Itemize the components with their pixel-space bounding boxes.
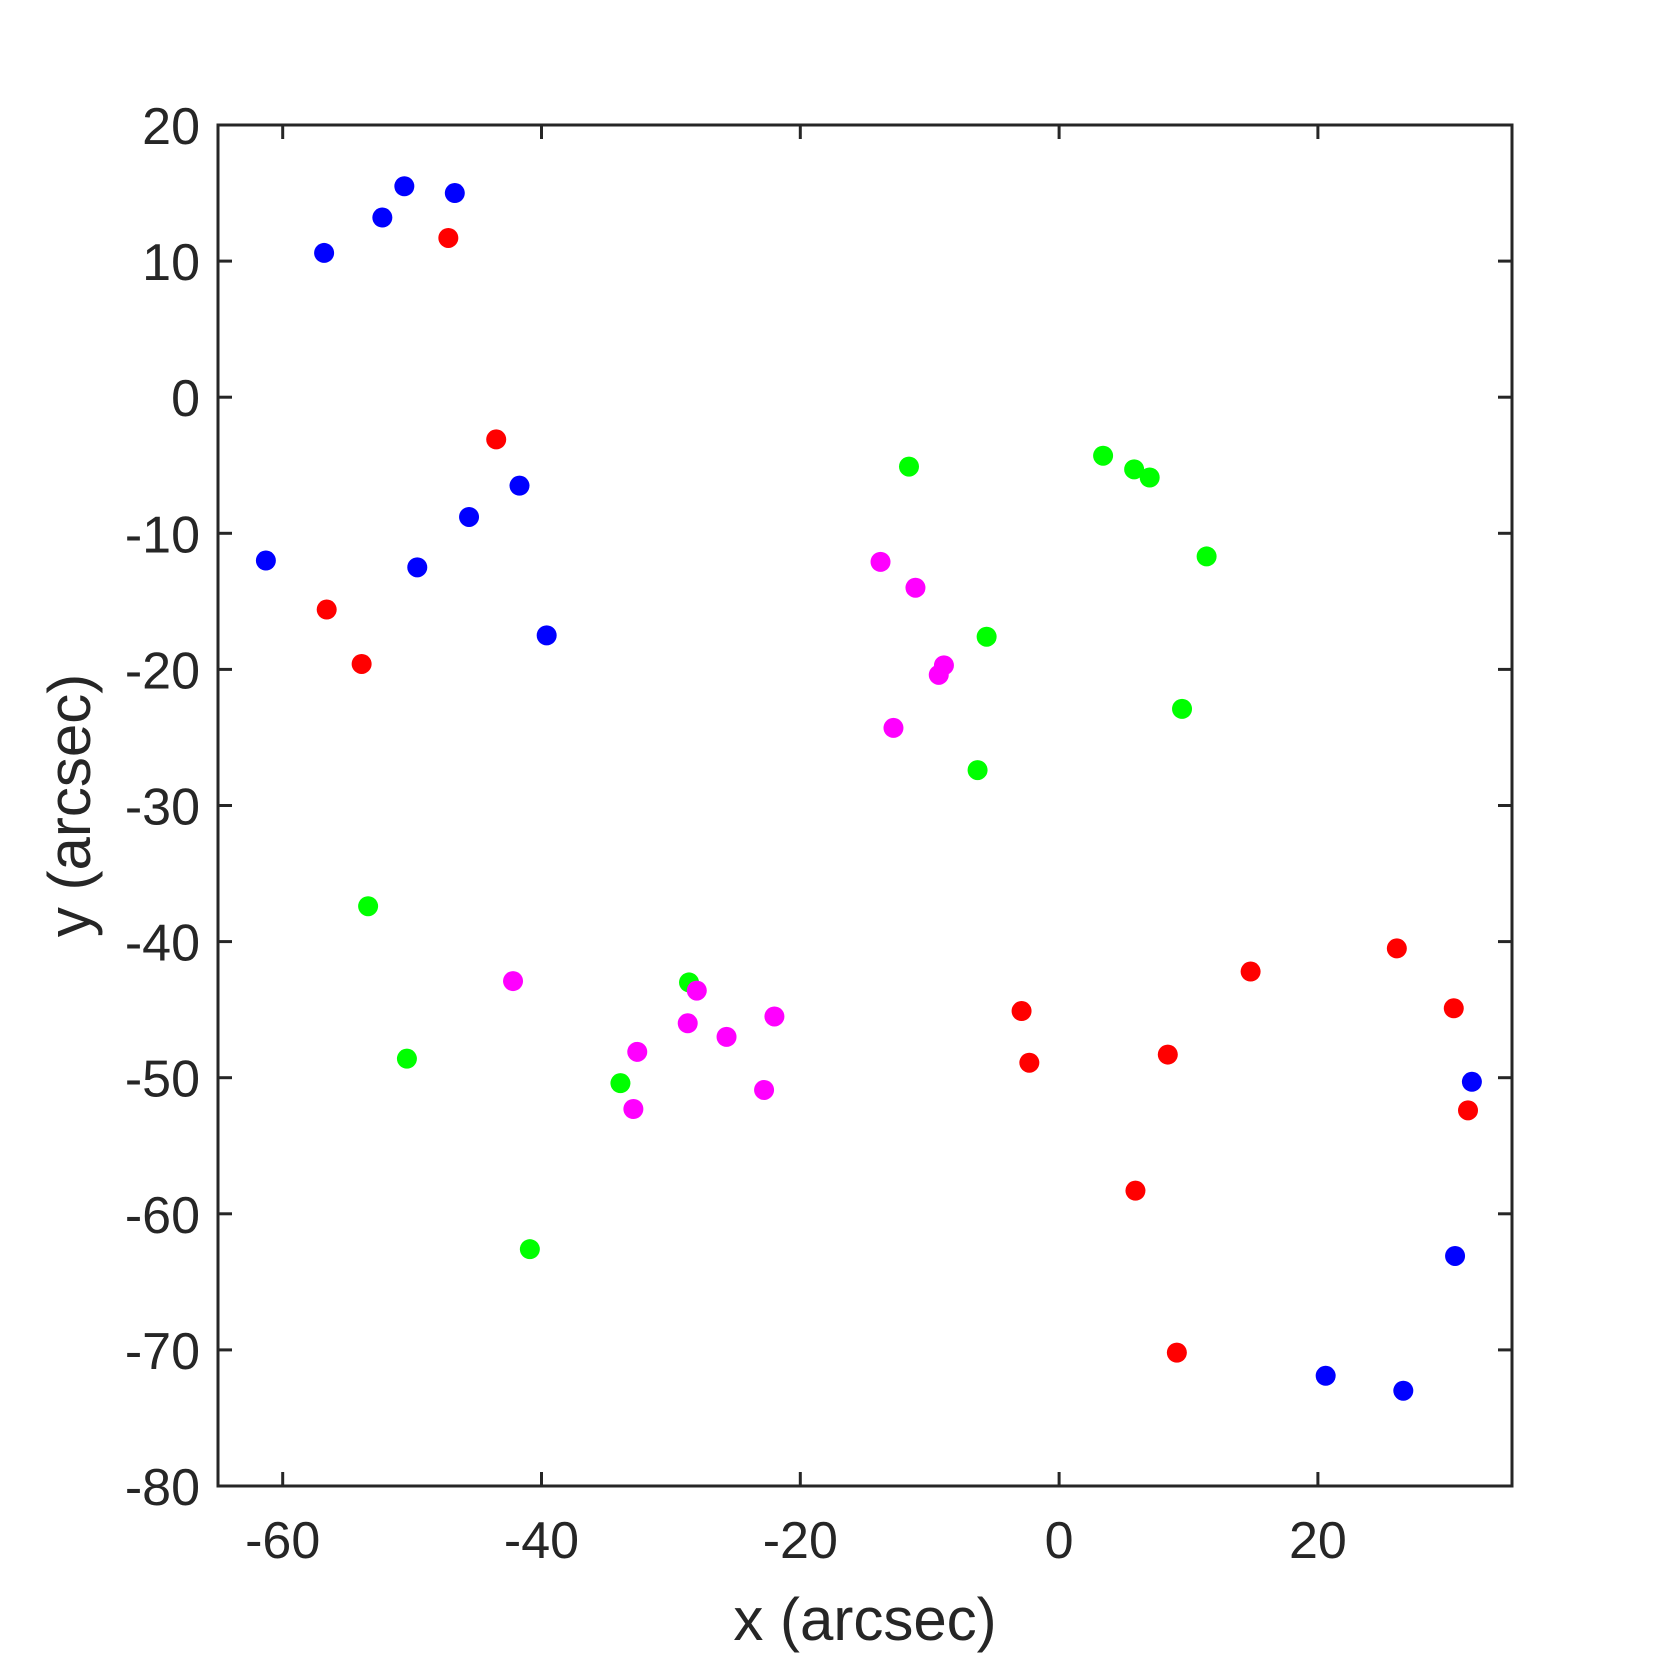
- scatter-point: [764, 1006, 785, 1027]
- scatter-point: [394, 176, 415, 197]
- scatter-point: [905, 577, 926, 598]
- scatter-point: [1125, 1180, 1146, 1201]
- points-layer: [255, 176, 1482, 1401]
- scatter-point: [255, 550, 276, 571]
- scatter-point: [1393, 1380, 1414, 1401]
- scatter-point: [503, 971, 524, 992]
- scatter-point: [883, 717, 904, 738]
- y-tick-label: -20: [125, 642, 200, 700]
- scatter-point: [1093, 445, 1114, 466]
- plot-frame: [216, 123, 1514, 1488]
- scatter-point: [1458, 1100, 1479, 1121]
- scatter-point: [1019, 1052, 1040, 1073]
- x-tick-label: 20: [1289, 1512, 1347, 1570]
- scatter-point: [1386, 938, 1407, 959]
- x-tick-label: 0: [1045, 1512, 1074, 1570]
- y-tick-label: -70: [125, 1323, 200, 1381]
- scatter-point: [358, 896, 379, 917]
- scatter-point: [898, 456, 919, 477]
- scatter-point: [1240, 961, 1261, 982]
- scatter-point: [976, 626, 997, 647]
- scatter-point: [1445, 1245, 1466, 1266]
- y-tick-label: 10: [142, 234, 200, 292]
- scatter-point: [1166, 1342, 1187, 1363]
- scatter-point: [677, 1013, 698, 1034]
- scatter-point: [716, 1026, 737, 1047]
- scatter-point: [396, 1048, 417, 1069]
- scatter-point: [314, 242, 335, 263]
- y-tick-label: -40: [125, 915, 200, 973]
- scatter-point: [316, 599, 337, 620]
- x-axis-label: x (arcsec): [733, 1586, 996, 1653]
- scatter-point: [1443, 998, 1464, 1019]
- scatter-point: [1157, 1044, 1178, 1065]
- y-tick-label: -60: [125, 1187, 200, 1245]
- scatter-point: [444, 183, 465, 204]
- scatter-point: [1172, 698, 1193, 719]
- scatter-point: [509, 475, 530, 496]
- scatter-point: [623, 1099, 644, 1120]
- scatter-point: [1315, 1365, 1336, 1386]
- scatter-point: [928, 664, 949, 685]
- scatter-point: [438, 227, 459, 248]
- scatter-point: [870, 551, 891, 572]
- x-tick-label: -20: [763, 1512, 838, 1570]
- x-tick-label: -40: [504, 1512, 579, 1570]
- scatter-point: [1196, 546, 1217, 567]
- scatter-point: [967, 760, 988, 781]
- y-tick-label: -10: [125, 506, 200, 564]
- y-tick-label: -30: [125, 779, 200, 837]
- x-tick-label: -60: [245, 1512, 320, 1570]
- y-tick-label: 20: [142, 98, 200, 156]
- scatter-point: [1011, 1001, 1032, 1022]
- y-axis-label: y (arcsec): [36, 674, 103, 937]
- y-tick-label: -80: [125, 1459, 200, 1517]
- scatter-point: [686, 980, 707, 1001]
- scatter-point: [1461, 1071, 1482, 1092]
- scatter-point: [407, 557, 428, 578]
- y-tick-label: -50: [125, 1051, 200, 1109]
- scatter-point: [610, 1073, 631, 1094]
- scatter-point: [351, 653, 372, 674]
- y-tick-label: 0: [171, 370, 200, 428]
- scatter-point: [536, 625, 557, 646]
- scatter-point: [627, 1041, 648, 1062]
- scatter-point: [372, 207, 393, 228]
- ticks-layer: -60 -40 -20 0 20 20 10 0 -10 -20 -30 -40 -50 -60 -70 -8…: [125, 98, 1512, 1570]
- scatter-point: [1124, 459, 1145, 480]
- scatter-point: [519, 1239, 540, 1260]
- scatter-point: [1139, 467, 1160, 488]
- scatter-point: [486, 429, 507, 450]
- scatter-point: [754, 1079, 775, 1100]
- scatter-point: [459, 506, 480, 527]
